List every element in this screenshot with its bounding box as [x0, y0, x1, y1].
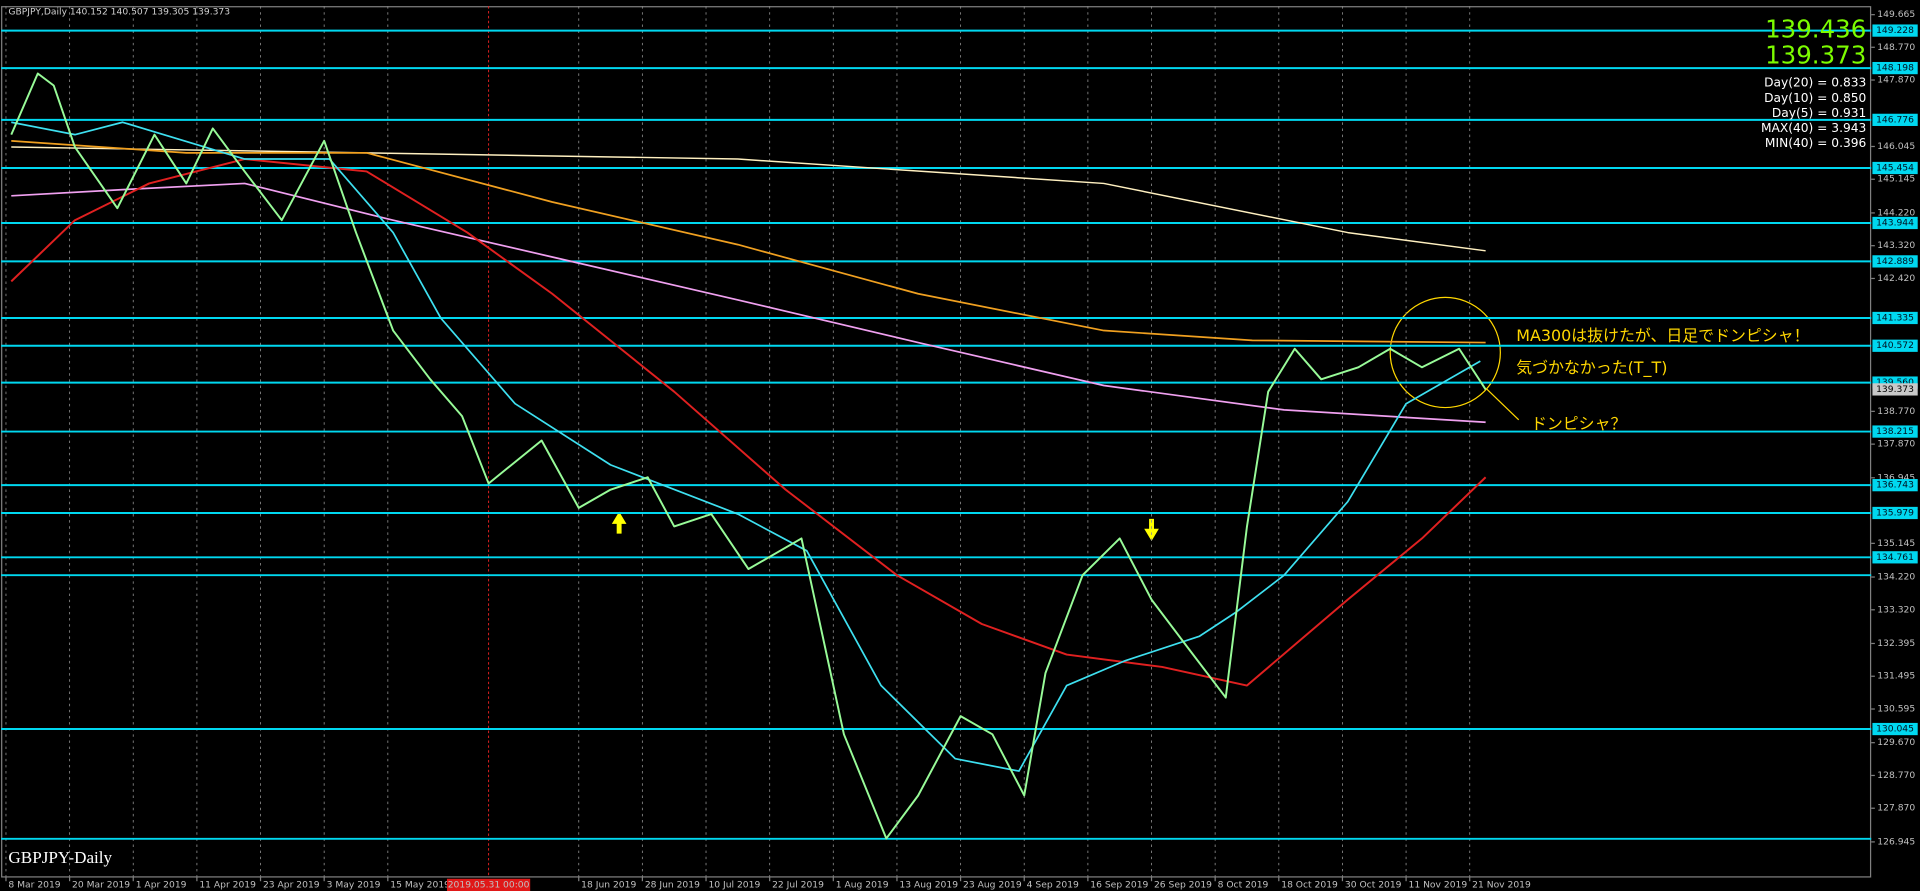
x-tick-label: 21 Nov 2019 [1472, 879, 1531, 890]
level-label-box [1872, 61, 1918, 75]
x-tick-label: 11 Apr 2019 [199, 879, 256, 890]
level-label: 134.761 [1876, 552, 1914, 563]
level-label: 145.454 [1876, 162, 1914, 173]
y-tick-label: 129.670 [1877, 737, 1915, 748]
callout-line [1486, 388, 1520, 421]
x-tick-label: 23 Apr 2019 [263, 879, 320, 890]
level-label-box [1872, 479, 1918, 492]
level-label-box [1872, 506, 1918, 520]
y-tick-label: 135.145 [1877, 538, 1915, 549]
plot-frame [1, 6, 1872, 878]
marker-label-box [446, 878, 531, 891]
level-label: 149.228 [1876, 25, 1914, 36]
up-arrow [611, 511, 627, 534]
watermark: GBPJPY-Daily [8, 848, 112, 867]
level-label-box [1872, 425, 1918, 438]
level-label-box [1872, 311, 1918, 325]
level-label: 130.045 [1876, 724, 1914, 735]
x-tick-label: 1 Apr 2019 [136, 879, 187, 890]
price-line [10, 158, 1487, 687]
x-tick-label: 4 Sep 2019 [1027, 879, 1079, 890]
x-tick-label: 11 Nov 2019 [1409, 879, 1468, 890]
y-tick-label: 149.665 [1877, 9, 1915, 20]
level-label-box [1872, 255, 1918, 268]
info-line: Day(20) = 0.833 [1764, 76, 1866, 90]
level-label: 142.889 [1876, 256, 1914, 267]
level-label: 143.944 [1876, 217, 1914, 228]
highlight-circle [1389, 296, 1501, 409]
ask-quote: 139.373 [1765, 40, 1866, 69]
level-label: 136.743 [1876, 480, 1914, 491]
info-line: MIN(40) = 0.396 [1765, 136, 1866, 150]
level-label: 138.215 [1876, 426, 1914, 437]
x-tick-label: 8 Mar 2019 [8, 879, 60, 890]
price-line [11, 121, 1481, 772]
annotation: 気づかなかった(T_T) [1516, 358, 1667, 378]
x-tick-label: 23 Aug 2019 [963, 879, 1022, 890]
x-tick-label: 26 Sep 2019 [1154, 879, 1212, 890]
level-label: 141.335 [1876, 312, 1914, 323]
y-tick-label: 132.395 [1877, 638, 1915, 649]
price-line [10, 72, 1487, 840]
y-tick-label: 128.770 [1877, 770, 1915, 781]
x-tick-label: 18 Oct 2019 [1281, 879, 1338, 890]
info-line: Day(5) = 0.931 [1772, 106, 1866, 120]
price-line [11, 146, 1486, 252]
price-line [11, 182, 1486, 424]
x-tick-label: 10 Jul 2019 [708, 879, 760, 890]
x-tick-label: 28 Jun 2019 [645, 879, 700, 890]
level-label: 148.198 [1876, 63, 1914, 74]
x-tick-label: 18 Jun 2019 [581, 879, 636, 890]
x-tick-label: 20 Mar 2019 [72, 879, 130, 890]
y-tick-label: 148.770 [1877, 42, 1915, 53]
header: GBPJPY,Daily 140.152 140.507 139.305 139… [8, 7, 230, 18]
y-tick-label: 147.870 [1877, 75, 1915, 86]
level-label-box [1872, 551, 1918, 564]
bid-quote: 139.436 [1765, 15, 1866, 44]
annotation: ドンピシャ？ [1531, 414, 1626, 433]
marker-label: 2019.05.31 00:00 [448, 879, 530, 890]
level-label-box [1872, 339, 1918, 352]
y-tick-label: 142.420 [1877, 273, 1915, 284]
level-label: 135.979 [1876, 507, 1914, 518]
y-tick-label: 138.770 [1877, 406, 1915, 417]
level-label-box [1872, 24, 1918, 37]
y-tick-label: 144.220 [1877, 207, 1915, 218]
x-tick-label: 22 Jul 2019 [772, 879, 824, 890]
y-tick-label: 143.320 [1877, 240, 1915, 251]
level-label-box [1872, 113, 1918, 126]
x-tick-label: 13 Aug 2019 [899, 879, 958, 890]
y-tick-label: 136.945 [1877, 472, 1915, 483]
y-tick-label: 131.495 [1877, 671, 1915, 682]
level-label: 139.560 [1876, 377, 1914, 388]
x-tick-label: 1 Aug 2019 [836, 879, 889, 890]
info-line: MAX(40) = 3.943 [1761, 121, 1866, 135]
y-tick-label: 133.320 [1877, 604, 1915, 615]
price-line [11, 139, 1486, 344]
y-tick-label: 146.045 [1877, 141, 1915, 152]
x-tick-label: 3 May 2019 [327, 879, 381, 890]
level-label: 140.572 [1876, 340, 1914, 351]
level-label-box [1872, 216, 1918, 230]
x-tick-label: 15 May 2019 [390, 879, 450, 890]
down-arrow [1144, 518, 1159, 541]
info-line: Day(10) = 0.850 [1764, 91, 1866, 105]
y-tick-label: 130.595 [1877, 704, 1915, 715]
last-price-label: 139.373 [1876, 384, 1914, 395]
x-tick-label: 30 Oct 2019 [1345, 879, 1402, 890]
last-price-box [1872, 383, 1918, 396]
y-tick-label: 126.945 [1877, 836, 1915, 847]
x-tick-label: 8 Oct 2019 [1218, 879, 1269, 890]
y-tick-label: 137.870 [1877, 439, 1915, 450]
y-tick-label: 134.220 [1877, 572, 1915, 583]
level-label: 146.776 [1876, 114, 1914, 125]
y-tick-label: 127.870 [1877, 803, 1915, 814]
x-tick-label: 16 Sep 2019 [1090, 879, 1148, 890]
y-tick-label: 145.145 [1877, 174, 1915, 185]
annotation: MA300は抜けたが、日足でドンピシャ！ [1516, 326, 1809, 345]
level-label-box [1872, 722, 1918, 736]
level-label-box [1872, 161, 1918, 175]
